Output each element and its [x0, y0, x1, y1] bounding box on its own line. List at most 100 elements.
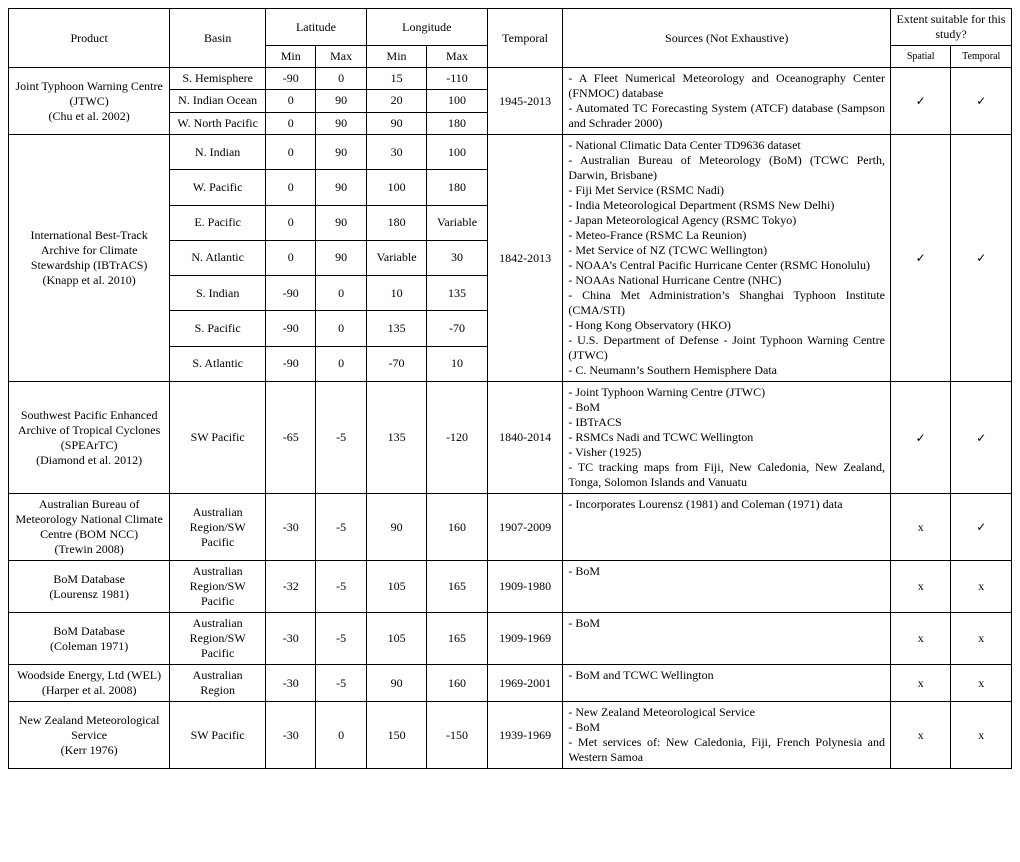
cell-spatial: x	[890, 665, 950, 702]
cell-lonmax: 165	[427, 613, 487, 665]
cell-temporal: 1945-2013	[487, 68, 563, 135]
cell-lonmin: 105	[366, 613, 426, 665]
table-row: Woodside Energy, Ltd (WEL) (Harper et al…	[9, 665, 1012, 702]
table-row: International Best-Track Archive for Cli…	[9, 135, 1012, 170]
cell-latmax: 90	[316, 135, 366, 170]
cell-latmin: 0	[266, 135, 316, 170]
cell-latmin: 0	[266, 112, 316, 134]
cell-lonmin: 135	[366, 382, 426, 494]
tc-datasets-table: Product Basin Latitude Longitude Tempora…	[8, 8, 1012, 769]
cell-latmax: 0	[316, 702, 366, 769]
cell-basin: S. Atlantic	[170, 346, 266, 381]
table-row: Southwest Pacific Enhanced Archive of Tr…	[9, 382, 1012, 494]
cell-sources: - BoM	[563, 613, 891, 665]
cell-basin: Australian Region/SW Pacific	[170, 613, 266, 665]
cell-sources: - Joint Typhoon Warning Centre (JTWC) - …	[563, 382, 891, 494]
cell-latmax: 0	[316, 68, 366, 90]
cell-latmax: -5	[316, 561, 366, 613]
cell-temp: x	[951, 702, 1012, 769]
cell-lonmax: 160	[427, 665, 487, 702]
cell-lonmax: 180	[427, 170, 487, 205]
cell-basin: W. Pacific	[170, 170, 266, 205]
cell-temp: ✓	[951, 135, 1012, 382]
cell-latmin: 0	[266, 240, 316, 275]
cell-lonmax: -110	[427, 68, 487, 90]
cell-temporal: 1969-2001	[487, 665, 563, 702]
h-longitude: Longitude	[366, 9, 487, 46]
cell-basin: E. Pacific	[170, 205, 266, 240]
cell-latmax: 0	[316, 276, 366, 311]
h-lat-max: Max	[316, 46, 366, 68]
h-temporal: Temporal	[487, 9, 563, 68]
h-spatial: Spatial	[890, 46, 950, 68]
cell-lonmax: 180	[427, 112, 487, 134]
cell-lonmin: 135	[366, 311, 426, 346]
cell-lonmax: 100	[427, 135, 487, 170]
cell-latmin: -30	[266, 702, 316, 769]
cell-basin: S. Indian	[170, 276, 266, 311]
cell-latmin: -30	[266, 613, 316, 665]
cell-sources: - BoM	[563, 561, 891, 613]
cell-temp: x	[951, 613, 1012, 665]
cell-basin: Australian Region/SW Pacific	[170, 561, 266, 613]
cell-latmax: 0	[316, 311, 366, 346]
cell-latmax: -5	[316, 382, 366, 494]
cell-lonmax: 100	[427, 90, 487, 112]
cell-latmin: 0	[266, 170, 316, 205]
cell-basin: S. Hemisphere	[170, 68, 266, 90]
h-lat-min: Min	[266, 46, 316, 68]
table-row: Australian Bureau of Meteorology Nationa…	[9, 494, 1012, 561]
cell-latmax: -5	[316, 494, 366, 561]
cell-sources: - BoM and TCWC Wellington	[563, 665, 891, 702]
cell-lonmin: 30	[366, 135, 426, 170]
table-row: Joint Typhoon Warning Centre (JTWC) (Chu…	[9, 68, 1012, 90]
cell-spatial: ✓	[890, 135, 950, 382]
cell-lonmin: 10	[366, 276, 426, 311]
cell-lonmin: 150	[366, 702, 426, 769]
cell-spatial: x	[890, 494, 950, 561]
cell-basin: N. Indian Ocean	[170, 90, 266, 112]
cell-basin: N. Atlantic	[170, 240, 266, 275]
cell-lonmin: 180	[366, 205, 426, 240]
cell-latmin: -90	[266, 68, 316, 90]
cell-sources: - National Climatic Data Center TD9636 d…	[563, 135, 891, 382]
cell-basin: N. Indian	[170, 135, 266, 170]
h-lon-min: Min	[366, 46, 426, 68]
table-header: Product Basin Latitude Longitude Tempora…	[9, 9, 1012, 68]
cell-lonmin: 90	[366, 665, 426, 702]
cell-product: Southwest Pacific Enhanced Archive of Tr…	[9, 382, 170, 494]
cell-latmax: 90	[316, 240, 366, 275]
cell-latmin: -90	[266, 346, 316, 381]
cell-temporal: 1939-1969	[487, 702, 563, 769]
cell-sources: - Incorporates Lourensz (1981) and Colem…	[563, 494, 891, 561]
h-basin: Basin	[170, 9, 266, 68]
h-lon-max: Max	[427, 46, 487, 68]
cell-lonmax: -120	[427, 382, 487, 494]
cell-lonmin: 105	[366, 561, 426, 613]
cell-lonmax: 10	[427, 346, 487, 381]
cell-temp: x	[951, 561, 1012, 613]
cell-basin: SW Pacific	[170, 702, 266, 769]
h-extent: Extent suitable for this study?	[890, 9, 1011, 46]
h-temporal2: Temporal	[951, 46, 1012, 68]
cell-temp: ✓	[951, 382, 1012, 494]
cell-latmin: -30	[266, 665, 316, 702]
cell-temp: ✓	[951, 68, 1012, 135]
cell-temporal: 1840-2014	[487, 382, 563, 494]
cell-latmax: -5	[316, 613, 366, 665]
cell-lonmin: Variable	[366, 240, 426, 275]
cell-spatial: ✓	[890, 68, 950, 135]
cell-lonmax: 135	[427, 276, 487, 311]
cell-sources: - New Zealand Meteorological Service - B…	[563, 702, 891, 769]
cell-latmax: 90	[316, 112, 366, 134]
cell-latmax: 90	[316, 170, 366, 205]
cell-temporal: 1842-2013	[487, 135, 563, 382]
cell-lonmax: 160	[427, 494, 487, 561]
cell-basin: W. North Pacific	[170, 112, 266, 134]
h-product: Product	[9, 9, 170, 68]
h-latitude: Latitude	[266, 9, 367, 46]
cell-latmin: -90	[266, 276, 316, 311]
cell-lonmin: 90	[366, 112, 426, 134]
cell-latmax: 0	[316, 346, 366, 381]
cell-spatial: x	[890, 561, 950, 613]
